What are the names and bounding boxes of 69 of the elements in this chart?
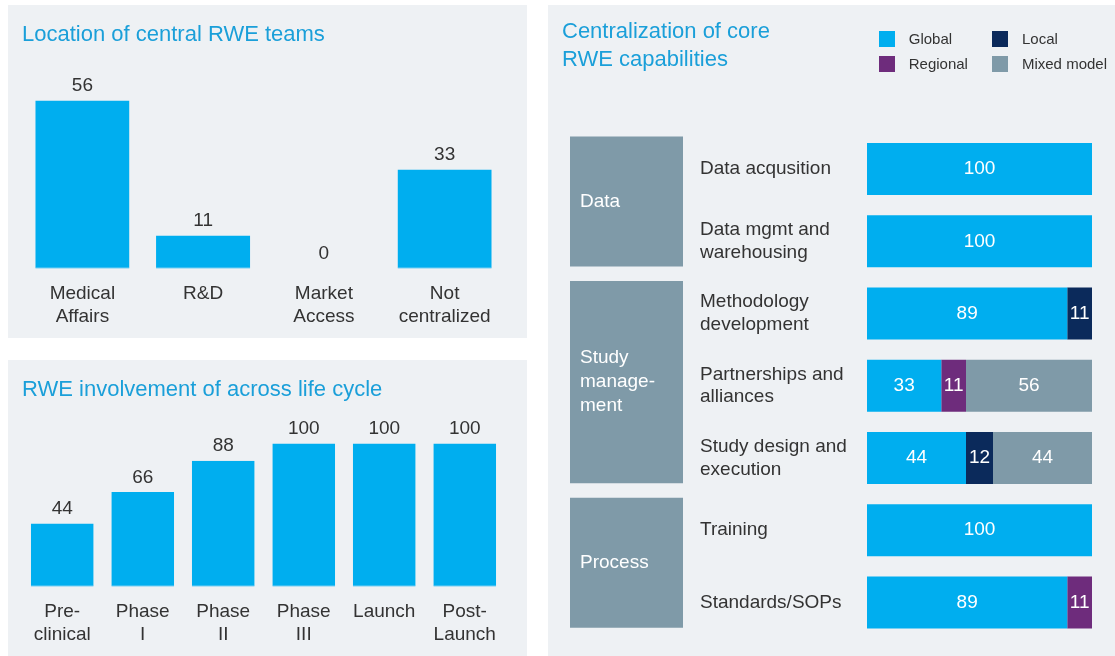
- data-label: 56: [1018, 374, 1040, 396]
- bar: [867, 143, 1092, 196]
- x-tick-label: Phase I: [115, 600, 170, 644]
- bar: [993, 432, 1092, 485]
- bar: [867, 432, 966, 485]
- data-label: 0: [318, 242, 330, 264]
- bar: [30, 523, 94, 587]
- data-label: 11: [943, 374, 964, 396]
- bar: [191, 460, 255, 587]
- bar: [867, 359, 942, 412]
- data-label: 44: [51, 497, 74, 519]
- y-tick-label: Standards/SOPs: [700, 590, 842, 612]
- data-label: 11: [1069, 590, 1090, 612]
- data-label: 100: [368, 417, 401, 439]
- data-label: 100: [287, 417, 320, 439]
- legend-label: Local: [1021, 30, 1058, 47]
- data-label: 33: [434, 143, 456, 165]
- y-tick-label: Training: [700, 518, 768, 540]
- y-tick-label: Data mgmt and warehousing: [699, 218, 830, 262]
- data-label: 100: [448, 417, 481, 439]
- x-tick-label: Launch: [353, 600, 416, 622]
- data-label: 11: [1069, 301, 1090, 323]
- text: Study manage-ment: [580, 346, 655, 416]
- data-label: 100: [963, 518, 996, 540]
- data-label: 66: [132, 465, 154, 487]
- data-label: 12: [968, 446, 991, 468]
- x-tick-label: Medical Affairs: [49, 282, 116, 326]
- x-tick-label: Phase II: [196, 600, 251, 644]
- x-tick-label: Not centralized: [398, 282, 491, 326]
- chart-title: Location of central RWE teams: [22, 20, 325, 46]
- data-label: 56: [71, 74, 93, 96]
- x-tick-label: R&D: [183, 282, 224, 304]
- y-tick-label: Study design and execution: [700, 434, 847, 479]
- legend-label: Regional: [908, 55, 968, 72]
- x-tick-label: Market Access: [293, 282, 355, 326]
- data-label: 11: [193, 209, 213, 231]
- bar: [433, 443, 497, 587]
- data-label: 33: [893, 374, 915, 396]
- bar: [352, 443, 416, 587]
- data-label: 44: [1031, 446, 1054, 468]
- y-tick-label: Data acqusition: [700, 157, 831, 179]
- data-label: 100: [963, 157, 996, 179]
- bar: [111, 492, 175, 587]
- data-label: 100: [963, 229, 996, 251]
- x-tick-label: Post-Launch: [433, 600, 496, 644]
- bar: [867, 287, 1068, 340]
- text: Data: [580, 189, 621, 211]
- x-tick-label: Pre-clinical: [33, 600, 91, 644]
- bar: [867, 576, 1068, 629]
- text: Process: [580, 550, 649, 572]
- bar: [867, 504, 1092, 557]
- chart-title: RWE involvement of across life cycle: [22, 375, 383, 401]
- legend-label: Global: [908, 30, 953, 47]
- y-tick-label: Methodology development: [700, 290, 810, 335]
- bar: [966, 432, 993, 485]
- bar: [272, 443, 336, 587]
- data-label: 89: [956, 301, 978, 323]
- y-tick-label: Partnerships and alliances: [700, 362, 844, 407]
- bar: [1067, 576, 1092, 629]
- bar: [1067, 287, 1092, 340]
- data-label: 89: [956, 590, 978, 612]
- data-label: 88: [212, 434, 234, 456]
- bar: [941, 359, 966, 412]
- bar: [966, 359, 1092, 412]
- legend-label: Mixed model: [1021, 55, 1107, 72]
- text: Centralization of core RWE capabilities: [562, 17, 771, 73]
- x-tick-label: Phase III: [276, 600, 331, 644]
- bar: [867, 215, 1092, 268]
- data-label: 44: [905, 446, 928, 468]
